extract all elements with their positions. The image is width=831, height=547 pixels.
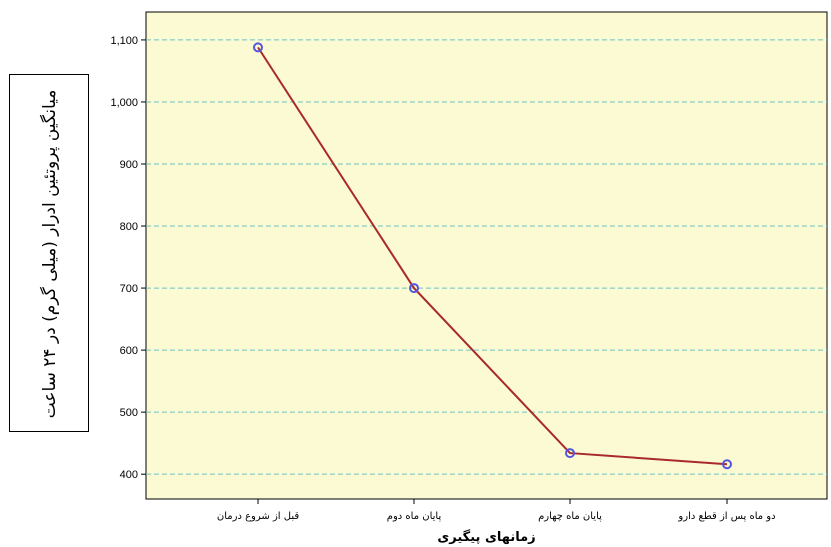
grid-lines	[146, 39, 827, 475]
y-tick-label: 1,100	[110, 35, 138, 47]
y-tick-label: 400	[120, 469, 138, 481]
x-tick-label: قبل از شروع درمان	[217, 511, 299, 522]
data-point	[722, 459, 732, 470]
y-tick-label: 1,000	[110, 97, 138, 109]
x-tick-label: دو ماه پس از قطع دارو	[677, 511, 775, 522]
data-point	[409, 283, 419, 294]
y-tick-label: 900	[120, 159, 138, 171]
y-tick-label: 600	[120, 345, 138, 357]
x-tick-label: پایان ماه دوم	[387, 511, 442, 522]
y-axis-title-box: میانگین پروتئین ادرار (میلی گرم) در ۲۴ س…	[9, 74, 89, 432]
data-point	[253, 42, 263, 53]
data-point	[565, 448, 575, 459]
x-axis-title: زمانهای پیگیری	[437, 529, 535, 545]
y-axis-ticks: 400 500 600 700 800 900 1,000 1,100	[110, 35, 146, 481]
y-axis-title: میانگین پروتئین ادرار (میلی گرم) در ۲۴ س…	[40, 89, 60, 419]
y-tick-label: 700	[120, 283, 138, 295]
data-series	[253, 42, 732, 470]
x-tick-label: پایان ماه چهارم	[538, 511, 602, 522]
y-tick-label: 500	[120, 407, 138, 419]
series-line	[257, 46, 728, 466]
y-tick-label: 800	[120, 221, 138, 233]
x-axis-ticks: قبل از شروع درمان پایان ماه دوم پایان ماه …	[217, 499, 776, 522]
plot-area	[145, 11, 828, 500]
